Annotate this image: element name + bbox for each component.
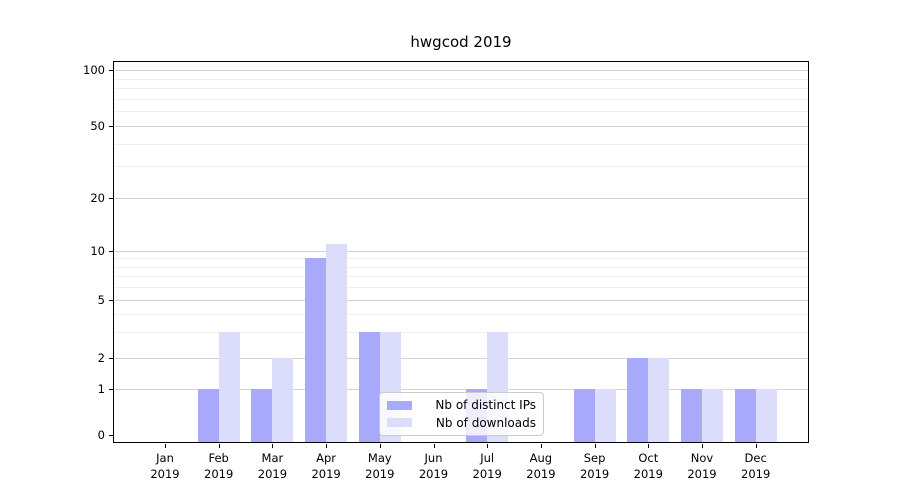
- x-tick-label: Jan 2019: [150, 451, 180, 481]
- y-tick-mark: [109, 126, 113, 127]
- gridline-major: [114, 251, 808, 252]
- bar-downloads: [755, 388, 777, 443]
- bar-downloads: [272, 357, 294, 443]
- y-tick-label: 2: [97, 350, 105, 365]
- y-tick-mark: [109, 70, 113, 71]
- gridline-major: [114, 358, 808, 359]
- gridline-minor: [114, 314, 808, 315]
- bar-distinct-ips: [251, 388, 273, 443]
- bar-downloads: [648, 357, 670, 443]
- x-tick-label: Mar 2019: [257, 451, 288, 481]
- x-tick-mark: [218, 444, 220, 448]
- y-tick-mark: [109, 435, 113, 436]
- gridline-minor: [114, 144, 808, 145]
- y-tick-mark: [109, 389, 113, 390]
- gridline-minor: [114, 276, 808, 277]
- legend-patch-distinct-ips-icon: [387, 400, 412, 410]
- bar-distinct-ips: [358, 332, 380, 443]
- x-tick-mark: [648, 444, 650, 448]
- legend-label-downloads: Nb of downloads: [435, 415, 536, 430]
- x-tick-mark: [487, 444, 489, 448]
- x-tick-label: Jun 2019: [418, 451, 449, 481]
- x-tick-label: Apr 2019: [311, 451, 341, 481]
- gridline-minor: [114, 99, 808, 100]
- x-tick-label: Nov 2019: [687, 451, 717, 481]
- x-tick-label: Feb 2019: [204, 451, 234, 481]
- gridline-minor: [114, 267, 808, 268]
- y-tick-label: 5: [97, 292, 105, 307]
- legend: Nb of distinct IPs Nb of downloads: [379, 392, 544, 436]
- y-tick-mark: [109, 300, 113, 301]
- bar-downloads: [702, 388, 723, 443]
- y-tick-label: 100: [83, 62, 105, 77]
- x-tick-label: Aug 2019: [526, 451, 556, 481]
- gridline-minor: [114, 79, 808, 80]
- y-tick-label: 50: [90, 118, 105, 133]
- x-tick-mark: [165, 444, 166, 448]
- x-tick-mark: [594, 444, 596, 448]
- y-tick-mark: [109, 358, 113, 359]
- gridline-minor: [114, 111, 808, 112]
- bar-distinct-ips: [734, 388, 756, 443]
- legend-patch-downloads-icon: [387, 418, 412, 428]
- legend-row-distinct-ips: Nb of distinct IPs: [387, 398, 536, 412]
- y-tick-label: 0: [97, 427, 105, 442]
- legend-row-downloads: Nb of downloads: [387, 416, 536, 430]
- x-tick-mark: [755, 444, 757, 448]
- y-tick-mark: [109, 198, 113, 199]
- gridline-minor: [114, 258, 808, 259]
- x-tick-mark: [379, 444, 381, 448]
- x-tick-mark: [540, 444, 542, 448]
- bar-downloads: [326, 243, 348, 443]
- chart-title: hwgcod 2019: [410, 33, 512, 51]
- x-tick-label: Sep 2019: [579, 451, 610, 481]
- y-tick-mark: [109, 251, 113, 252]
- y-tick-label: 1: [97, 381, 105, 396]
- x-tick-mark: [326, 444, 328, 448]
- gridline-minor: [114, 332, 808, 333]
- bar-distinct-ips: [627, 357, 649, 443]
- gridline-major: [114, 126, 808, 127]
- bar-distinct-ips: [573, 388, 595, 443]
- bar-distinct-ips: [681, 388, 702, 443]
- x-tick-mark: [702, 444, 703, 448]
- x-tick-label: Dec 2019: [741, 451, 771, 481]
- gridline-minor: [114, 88, 808, 89]
- gridline-major: [114, 300, 808, 301]
- gridline-major: [114, 198, 808, 199]
- bar-distinct-ips: [197, 388, 219, 443]
- gridline-minor: [114, 287, 808, 288]
- x-tick-mark: [272, 444, 274, 448]
- x-tick-label: May 2019: [365, 451, 395, 481]
- bar-downloads: [218, 332, 240, 443]
- plot-border: [113, 61, 809, 443]
- y-tick-label: 10: [90, 243, 105, 258]
- bar-downloads: [594, 388, 616, 443]
- gridline-major: [114, 70, 808, 71]
- gridline-minor: [114, 166, 808, 167]
- x-tick-label: Oct 2019: [633, 451, 663, 481]
- legend-label-distinct-ips: Nb of distinct IPs: [435, 398, 536, 413]
- gridline-major: [114, 389, 808, 390]
- bar-distinct-ips: [305, 258, 327, 443]
- x-tick-label: Jul 2019: [472, 451, 502, 481]
- y-tick-label: 20: [90, 190, 105, 205]
- x-tick-mark: [433, 444, 435, 448]
